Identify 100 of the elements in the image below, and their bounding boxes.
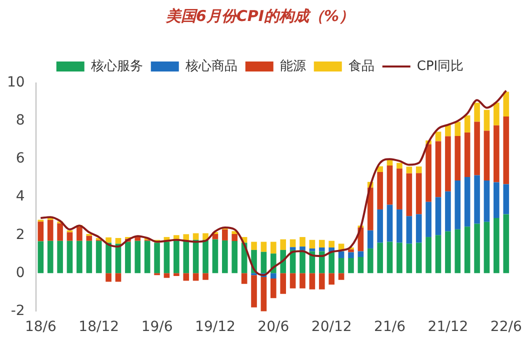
bar (377, 209, 383, 243)
bar (300, 237, 306, 247)
bar (241, 273, 248, 284)
bar (318, 251, 325, 274)
bar (474, 122, 480, 176)
bar (115, 273, 122, 282)
bar (164, 273, 170, 278)
bar (377, 172, 383, 210)
bar (106, 242, 112, 274)
bar (202, 240, 208, 274)
bar (386, 204, 393, 242)
bar (386, 242, 393, 274)
bar (435, 197, 442, 236)
bar (406, 166, 412, 174)
bar (435, 132, 442, 142)
bar (494, 102, 500, 126)
bar (164, 242, 170, 274)
bar (503, 184, 510, 214)
bar (47, 220, 54, 241)
bar (348, 252, 354, 258)
bar (484, 110, 490, 131)
bar (57, 240, 63, 274)
bar (464, 132, 470, 177)
bar (358, 251, 364, 258)
bar (232, 234, 238, 242)
bar (260, 276, 267, 312)
bar (435, 235, 442, 274)
bar (367, 188, 374, 230)
bar (300, 250, 306, 274)
bar (328, 252, 334, 274)
bar (503, 214, 510, 274)
bar (426, 144, 432, 202)
x-tick-label: 20/6 (258, 319, 290, 336)
y-tick-label: 4 (16, 188, 25, 205)
bar (484, 180, 490, 222)
bar (396, 242, 402, 274)
bar (270, 242, 276, 254)
bar (338, 273, 344, 280)
bar (212, 239, 218, 274)
y-tick-label: 2 (16, 226, 25, 243)
bar (484, 130, 490, 181)
bar (454, 229, 461, 274)
bar (183, 273, 190, 281)
bar (454, 122, 461, 136)
bar (474, 102, 480, 122)
bar (494, 182, 500, 218)
bar (270, 278, 276, 298)
legend-label: 能源 (280, 58, 306, 74)
bar (338, 251, 344, 258)
x-tick-label: 19/6 (141, 319, 173, 336)
bar (57, 223, 63, 241)
x-tick-label: 19/12 (195, 319, 236, 336)
bar (484, 222, 490, 274)
bar (503, 92, 510, 116)
bar (426, 202, 432, 238)
bar (47, 240, 54, 274)
bar (260, 242, 267, 252)
bar (280, 239, 286, 250)
bar (328, 273, 334, 285)
bar (416, 173, 422, 214)
bar (300, 273, 306, 288)
bar (309, 240, 316, 248)
bar (309, 273, 316, 290)
bar (464, 115, 470, 132)
bar (377, 242, 383, 274)
bar (367, 248, 374, 274)
bar (445, 231, 451, 274)
bar (260, 252, 267, 274)
bar (348, 258, 354, 274)
bar (38, 241, 44, 274)
bar (125, 242, 131, 274)
legend-label: 食品 (348, 58, 374, 74)
bar (396, 209, 402, 243)
bar (38, 222, 44, 242)
bar (232, 241, 238, 274)
bar (406, 216, 412, 244)
bar (318, 273, 325, 290)
bar (192, 273, 199, 281)
bar (270, 273, 276, 278)
legend-label: 核心商品 (184, 58, 238, 74)
bar (396, 168, 402, 210)
bar (435, 141, 442, 198)
bar (464, 176, 470, 227)
bar (338, 258, 344, 274)
bar (416, 214, 422, 243)
bar (318, 247, 325, 252)
bar (386, 160, 393, 166)
bar (66, 232, 73, 241)
x-tick-label: 18/6 (24, 319, 56, 336)
bar (474, 224, 480, 274)
bar (386, 166, 393, 205)
bar (290, 273, 296, 288)
bar (454, 136, 461, 181)
chart-title: 美国6月份CPI的构成（%） (164, 6, 354, 25)
bar (406, 173, 412, 216)
bar (134, 237, 141, 241)
bar (86, 240, 92, 274)
bar (134, 240, 141, 274)
x-tick-label: 20/12 (311, 319, 352, 336)
bar (454, 180, 461, 230)
